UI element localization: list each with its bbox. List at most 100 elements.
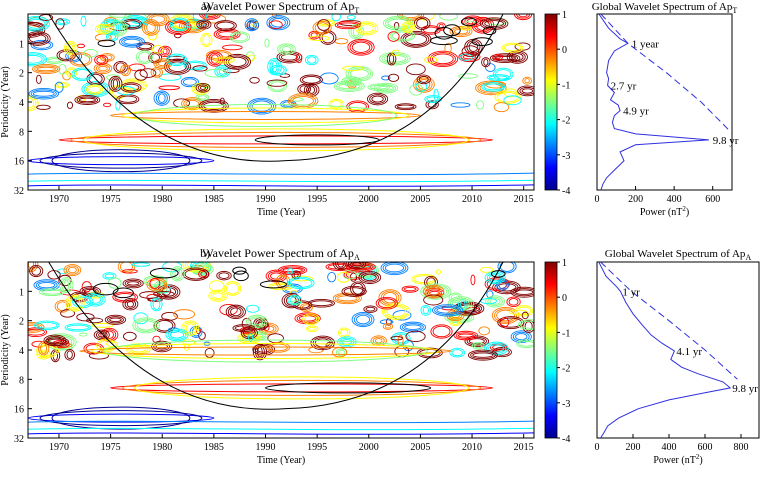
contour-ring xyxy=(258,322,279,335)
contour-ring xyxy=(131,262,151,267)
contour-ring xyxy=(246,314,268,329)
x-axis-label-end: ) xyxy=(699,455,702,466)
x-axis-label-end: ) xyxy=(686,207,689,218)
peak-annotation: 4.1 yr xyxy=(676,346,702,358)
contour-ring xyxy=(425,100,439,110)
x-tick-label: 1990 xyxy=(256,194,276,205)
contour-ring xyxy=(37,282,56,289)
contour-ring xyxy=(515,333,528,341)
contour-ring xyxy=(433,88,439,101)
contour-ring xyxy=(99,26,109,32)
x-tick-label: 1970 xyxy=(49,194,69,205)
contour-ring xyxy=(165,53,188,67)
contour-ring xyxy=(185,99,200,108)
contour-ring xyxy=(423,294,444,306)
contour-ring xyxy=(492,67,514,82)
contour-ring xyxy=(36,321,58,329)
contour-ring xyxy=(47,337,62,344)
panel-title-main: Wavelet Power Spectrum of Ap xyxy=(203,0,355,13)
contour-ring xyxy=(483,58,489,66)
contour-ring xyxy=(289,278,313,288)
contour-ring xyxy=(143,275,168,287)
contour-ring xyxy=(126,281,140,286)
contour-ring xyxy=(172,267,183,280)
contour-ring xyxy=(97,25,111,33)
contour-ring xyxy=(382,323,394,330)
contour-ring xyxy=(63,41,78,56)
contour-ring xyxy=(269,64,287,76)
contour-ring xyxy=(403,287,417,292)
contour-ring xyxy=(113,22,124,34)
contour-ring xyxy=(212,292,224,299)
contour-ring xyxy=(350,281,366,296)
contour-ring xyxy=(418,75,429,83)
contour-ring xyxy=(174,21,196,30)
contour-ring xyxy=(40,342,48,354)
contour-ring xyxy=(28,53,45,65)
band-contour xyxy=(70,131,482,148)
global-spectrum-title: Global Wavelet Spectrum of ApT xyxy=(592,1,738,15)
contour-ring xyxy=(299,85,309,93)
contour-ring xyxy=(121,37,143,47)
contour-ring xyxy=(483,341,509,356)
contour-ring xyxy=(494,56,516,61)
panel-title: Wavelet Power Spectrum of ApA xyxy=(202,246,360,262)
contour-ring xyxy=(518,340,534,347)
contour-ring xyxy=(434,305,462,315)
contour-ring xyxy=(506,296,521,308)
contour-ring xyxy=(346,14,356,20)
contour-ring xyxy=(122,83,140,92)
contour-ring xyxy=(134,318,158,332)
contour-ring xyxy=(310,335,336,351)
significance-contour xyxy=(233,270,249,282)
contour-ring xyxy=(438,23,444,30)
x-tick-label: 1980 xyxy=(152,194,172,205)
contour-ring xyxy=(367,83,390,91)
contour-ring xyxy=(489,75,508,80)
contour-ring xyxy=(416,74,431,85)
contour-ring xyxy=(231,32,248,42)
contour-ring xyxy=(32,90,55,97)
contour-ring xyxy=(401,323,424,332)
contour-ring xyxy=(36,66,56,72)
band-contour xyxy=(103,339,428,363)
contour-ring xyxy=(304,314,318,324)
band-contour xyxy=(79,346,452,356)
y-tick-label: 16 xyxy=(14,157,24,168)
contour-ring xyxy=(351,41,371,53)
band-contour xyxy=(51,406,191,430)
band-contour xyxy=(122,379,482,396)
contour-ring xyxy=(28,328,45,336)
contour-ring xyxy=(521,311,529,320)
contour-ring xyxy=(480,266,494,273)
contour-ring xyxy=(486,272,504,283)
peak-annotation: 9.8 yr xyxy=(732,383,758,395)
contour-ring xyxy=(384,324,391,329)
contour-ring xyxy=(106,74,121,81)
peak-annotation: 1 year xyxy=(632,38,660,50)
contour-ring xyxy=(492,347,512,358)
contour-ring xyxy=(246,19,257,30)
contour-ring xyxy=(479,17,509,30)
contour-ring xyxy=(122,269,138,274)
contour-ring xyxy=(136,320,156,331)
contour-ring xyxy=(488,344,505,353)
peak-annotation: 4.9 yr xyxy=(623,106,649,118)
contour-ring xyxy=(230,307,242,317)
significance-contour xyxy=(471,37,493,47)
contour-ring xyxy=(308,35,330,42)
contour-ring xyxy=(304,54,319,66)
contour-ring xyxy=(498,280,507,290)
contour-ring xyxy=(448,310,463,320)
contour-ring xyxy=(200,22,208,27)
significance-line xyxy=(600,262,738,380)
x-axis-label: Time (Year) xyxy=(257,207,305,218)
contour-ring xyxy=(424,56,438,64)
contour-ring xyxy=(226,282,240,295)
contour-ring xyxy=(405,63,426,76)
contour-ring xyxy=(155,91,168,105)
contour-ring xyxy=(135,50,153,64)
contour-ring xyxy=(342,65,364,71)
contour-ring xyxy=(184,268,208,280)
contour-ring xyxy=(112,78,118,90)
